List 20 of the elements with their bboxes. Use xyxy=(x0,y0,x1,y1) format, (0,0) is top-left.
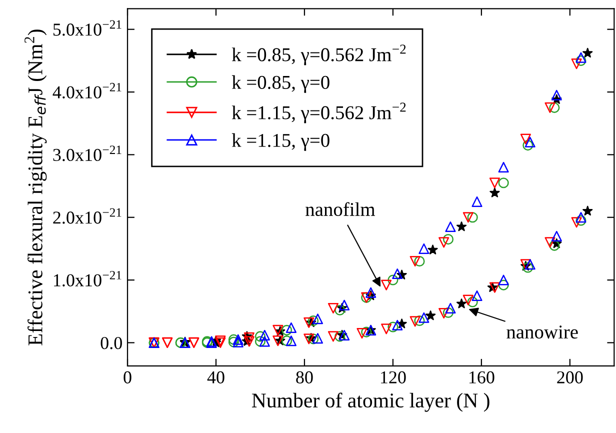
legend-label: k =0.85, γ=0.562 Jm$^{−2}$ xyxy=(232,44,406,66)
x-tick-label: 200 xyxy=(557,371,583,384)
y-tick-label: 3.0x10$^{−21}$ xyxy=(53,146,122,162)
legend-label: k =1.15, γ=0 xyxy=(232,133,330,151)
x-tick-label: 80 xyxy=(296,371,313,384)
legend-label: k =0.85, γ=0 xyxy=(232,75,330,93)
x-tick-label: 160 xyxy=(469,371,494,384)
y-tick-label: 0.0 xyxy=(100,336,122,350)
x-tick-label: 0 xyxy=(124,371,132,384)
x-tick-label: 40 xyxy=(207,371,224,384)
y-tick-label: 5.0x10$^{−21}$ xyxy=(53,20,122,36)
x-tick-label: 120 xyxy=(381,371,406,384)
y-tick-label: 4.0x10$^{−21}$ xyxy=(52,82,122,98)
annotation: nanofilm xyxy=(306,202,376,216)
legend-label: k =1.15, γ=0.562 Jm$^{−2}$ xyxy=(232,102,406,124)
annotation: nanowire xyxy=(506,326,578,339)
y-tick-label: 1.0x10$^{−21}$ xyxy=(54,270,122,286)
y-axis-title: Effective flexural rigidity E$_{eff}$J (Nm$^{2}$) xyxy=(24,30,47,346)
y-tick-label: 2.0x10$^{−21}$ xyxy=(53,208,122,224)
x-axis-title: Number of atomic layer (N ) xyxy=(252,392,490,412)
